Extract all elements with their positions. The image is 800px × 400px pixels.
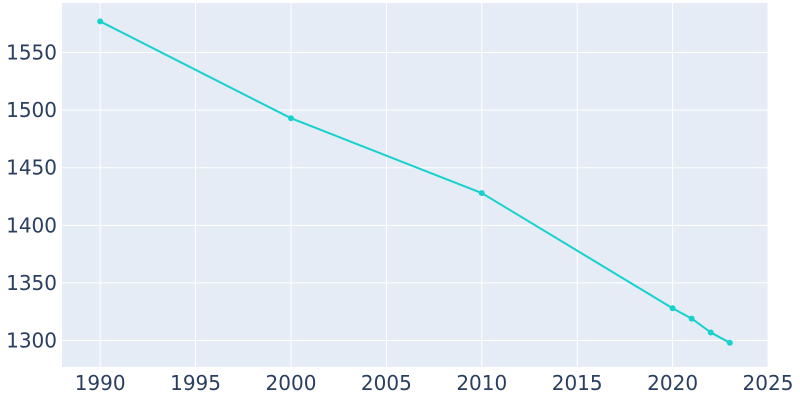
x-tick-label: 1990 bbox=[75, 371, 126, 395]
y-tick-label: 1450 bbox=[6, 156, 57, 180]
data-point bbox=[478, 190, 485, 197]
x-tick-label: 2000 bbox=[266, 371, 317, 395]
x-tick-label: 2010 bbox=[456, 371, 507, 395]
x-tick-label: 1995 bbox=[170, 371, 221, 395]
y-axis: 1300 1350 1400 1450 1500 1550 bbox=[6, 41, 57, 353]
x-axis: 1990 1995 2000 2005 2010 2015 2020 2025 bbox=[75, 371, 794, 395]
data-point bbox=[287, 115, 294, 122]
grid-lines bbox=[62, 3, 769, 367]
x-tick-label: 2015 bbox=[552, 371, 603, 395]
data-point bbox=[726, 339, 733, 346]
data-point bbox=[97, 18, 104, 25]
y-tick-label: 1400 bbox=[6, 213, 57, 237]
y-tick-label: 1550 bbox=[6, 41, 57, 65]
y-tick-label: 1500 bbox=[6, 98, 57, 122]
y-tick-label: 1300 bbox=[6, 329, 57, 353]
data-point bbox=[707, 329, 714, 336]
data-point bbox=[688, 315, 695, 322]
series-layer bbox=[97, 18, 733, 346]
x-tick-label: 2005 bbox=[361, 371, 412, 395]
x-tick-label: 2020 bbox=[647, 371, 698, 395]
plot-area bbox=[62, 3, 768, 367]
data-point bbox=[669, 305, 676, 312]
x-tick-label: 2025 bbox=[743, 371, 794, 395]
y-tick-label: 1350 bbox=[6, 271, 57, 295]
